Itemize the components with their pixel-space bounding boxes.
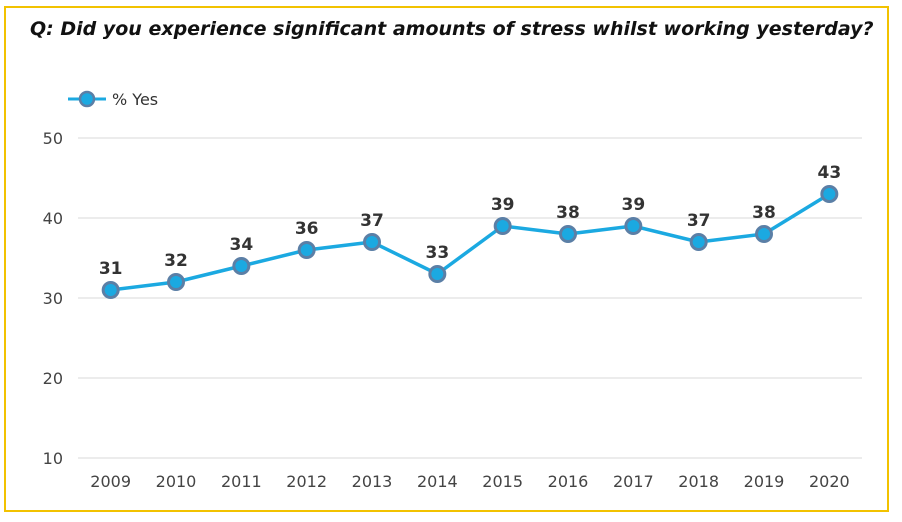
x-tick-label: 2018: [678, 472, 719, 491]
x-tick-label: 2009: [90, 472, 131, 491]
data-label: 33: [425, 243, 449, 263]
x-tick-label: 2020: [809, 472, 850, 491]
legend-label: % Yes: [112, 90, 158, 109]
chart-title: Q: Did you experience significant amount…: [30, 18, 874, 40]
x-tick-label: 2010: [156, 472, 197, 491]
x-tick-label: 2012: [286, 472, 327, 491]
x-tick-label: 2014: [417, 472, 458, 491]
series-line: [110, 192, 831, 292]
y-tick-label: 10: [43, 449, 63, 468]
data-label: 32: [164, 251, 188, 271]
y-tick-label: 20: [43, 369, 63, 388]
data-point: [363, 233, 381, 251]
x-tick-label: 2016: [548, 472, 589, 491]
data-label: 31: [99, 259, 123, 279]
data-point: [820, 185, 839, 203]
data-point: [689, 233, 708, 251]
x-tick-label: 2011: [221, 472, 262, 491]
data-point: [755, 225, 773, 243]
y-axis: 10 20 30 40 50: [43, 129, 63, 468]
data-label: 36: [295, 219, 319, 239]
chart-frame: [4, 6, 889, 512]
data-label: 39: [491, 195, 515, 215]
data-point: [559, 225, 577, 243]
x-tick-label: 2019: [744, 472, 785, 491]
data-point: [101, 281, 120, 299]
x-tick-label: 2015: [482, 472, 523, 491]
data-label: 43: [817, 163, 841, 183]
data-point: [297, 241, 316, 259]
data-label: 37: [687, 211, 711, 231]
data-point: [624, 217, 643, 235]
legend-marker: [78, 90, 96, 108]
x-axis: 2009 2010 2011 2012 2013 2014 2015 2016 2017 2018…: [90, 472, 849, 491]
y-tick-label: 50: [43, 129, 63, 148]
data-point: [493, 217, 512, 235]
legend: % Yes: [68, 90, 158, 109]
y-tick-label: 30: [43, 289, 63, 308]
y-tick-label: 40: [43, 209, 63, 228]
gridlines: [78, 137, 862, 459]
data-point: [428, 265, 447, 283]
data-label: 37: [360, 211, 384, 231]
data-label: 38: [752, 203, 776, 223]
x-tick-label: 2013: [352, 472, 393, 491]
data-label: 34: [229, 235, 253, 255]
x-tick-label: 2017: [613, 472, 654, 491]
data-point: [232, 257, 251, 275]
data-label: 38: [556, 203, 580, 223]
data-label: 39: [621, 195, 645, 215]
data-point: [167, 273, 185, 291]
plot-area: 31 32 34 36 37 33 39 38 39 37 38 43: [99, 163, 841, 299]
